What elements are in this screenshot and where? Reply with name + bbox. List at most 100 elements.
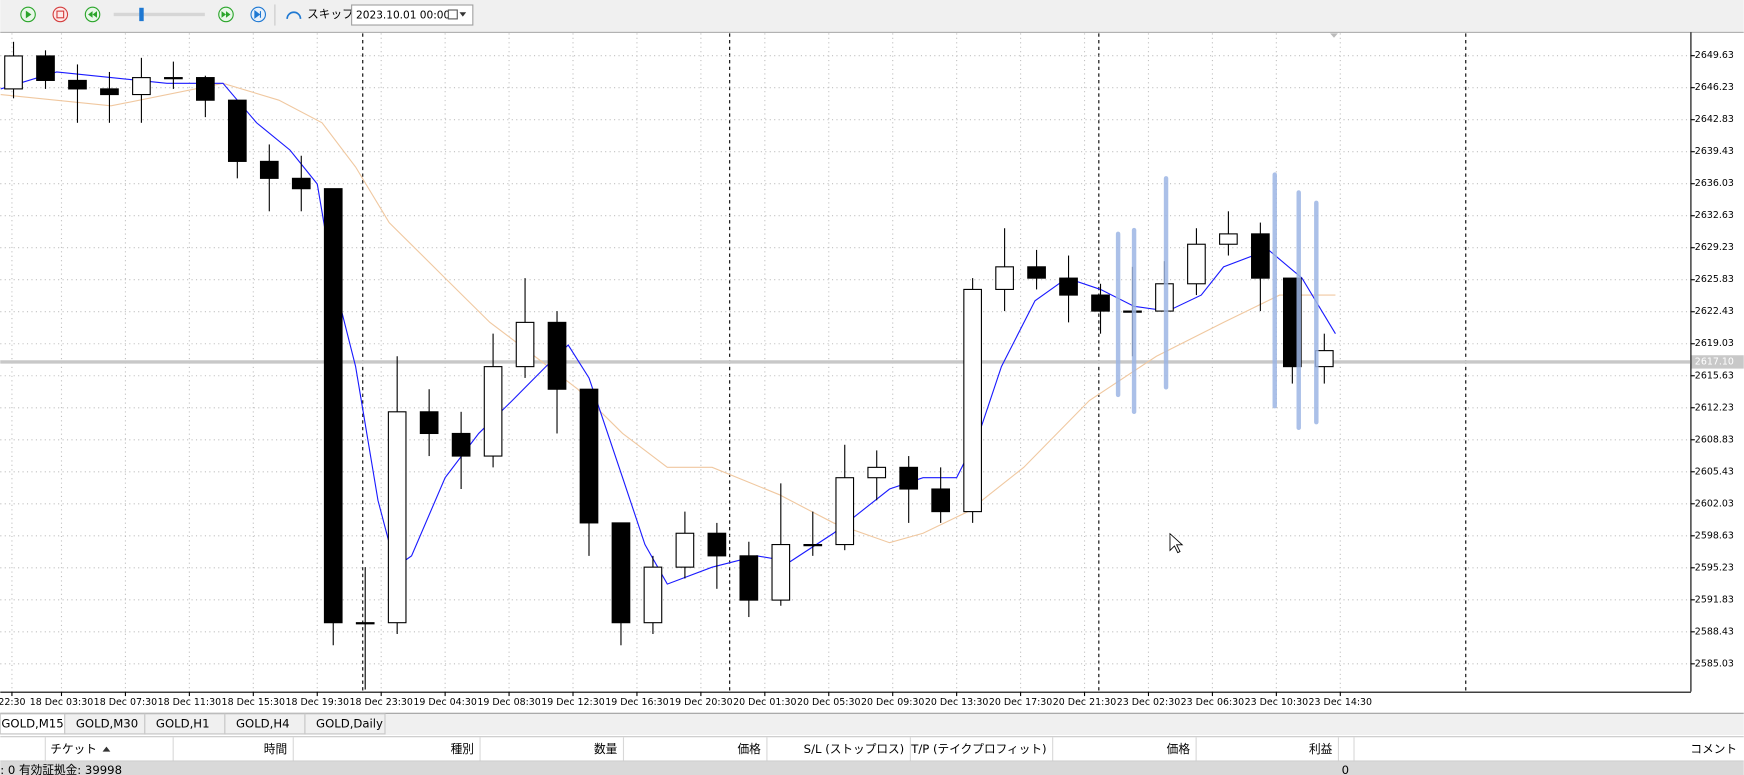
candle-body bbox=[227, 99, 247, 162]
x-tick-label: 23 Dec 06:30 bbox=[1181, 697, 1244, 708]
chart-bg bbox=[0, 31, 1744, 713]
candle-body bbox=[259, 160, 279, 179]
candle-body bbox=[1059, 277, 1078, 296]
candle-body bbox=[132, 77, 151, 96]
mouse-cursor bbox=[1169, 532, 1184, 554]
column-header[interactable]: チケット bbox=[50, 742, 97, 756]
dropdown-arrow bbox=[459, 12, 467, 17]
x-tick-label: 18 Dec 07:30 bbox=[94, 697, 157, 708]
y-tick-label: 2642.83 bbox=[1695, 114, 1734, 125]
y-tick-label: 2636.03 bbox=[1695, 178, 1734, 189]
x-tick-label: 19 Dec 04:30 bbox=[413, 697, 476, 708]
y-tick-label: 2639.43 bbox=[1695, 146, 1734, 157]
chart-tab-label[interactable]: GOLD,H4 bbox=[236, 716, 290, 730]
column-header[interactable]: T/P (テイクプロフィット) bbox=[910, 742, 1046, 756]
candle-body bbox=[1091, 294, 1110, 312]
candle-body bbox=[483, 366, 503, 457]
chart-tab-label[interactable]: GOLD,M30 bbox=[76, 716, 138, 730]
column-header[interactable]: 時間 bbox=[264, 742, 287, 756]
current-price-label: 2617.10 bbox=[1695, 356, 1734, 367]
chart-tab[interactable] bbox=[304, 713, 386, 735]
x-tick-label: 23 Dec 14:30 bbox=[1309, 697, 1372, 708]
candle-body bbox=[4, 55, 23, 90]
y-tick-label: 2632.63 bbox=[1695, 210, 1734, 221]
y-tick-label: 2588.43 bbox=[1695, 626, 1734, 637]
candle-body bbox=[771, 543, 791, 601]
candle-body bbox=[739, 555, 759, 601]
x-tick-label: 19 Dec 08:30 bbox=[477, 697, 540, 708]
y-tick-label: 2619.03 bbox=[1695, 338, 1734, 349]
column-header[interactable]: S/L (ストップロス) bbox=[804, 742, 905, 756]
stop-button[interactable] bbox=[52, 6, 69, 23]
candle-body bbox=[899, 466, 919, 490]
y-tick-label: 2646.23 bbox=[1695, 82, 1734, 93]
x-tick-label: 18 Dec 23:30 bbox=[349, 697, 412, 708]
skip-button[interactable]: スキップ bbox=[307, 7, 354, 21]
calendar-icon[interactable] bbox=[447, 9, 458, 20]
tabs-bg bbox=[0, 712, 1744, 735]
speed-slider-track bbox=[113, 12, 205, 17]
to-end-icon bbox=[254, 10, 262, 19]
x-tick-label: 18 Dec 03:30 bbox=[30, 697, 93, 708]
column-header[interactable]: コメント bbox=[1690, 742, 1737, 756]
sort-arrow bbox=[102, 746, 111, 752]
y-tick-label: 2598.63 bbox=[1695, 530, 1734, 541]
candle-body bbox=[196, 77, 215, 101]
skip-icon bbox=[286, 11, 302, 20]
chart-tab-label[interactable]: GOLD,Daily bbox=[316, 716, 383, 730]
x-tick-label: 19 Dec 16:30 bbox=[605, 697, 668, 708]
candle-body bbox=[36, 55, 55, 81]
y-tick-label: 2612.23 bbox=[1695, 402, 1734, 413]
column-header[interactable]: 価格 bbox=[1167, 742, 1191, 756]
y-tick-label: 2608.83 bbox=[1695, 434, 1734, 445]
candle-body bbox=[835, 477, 855, 546]
y-tick-label: 2649.63 bbox=[1695, 50, 1734, 61]
price-chart: 2649.63 2646.23 2642.83 2639.43 2636.03 2632.… bbox=[0, 31, 1744, 713]
candle-body bbox=[451, 432, 471, 457]
candle-body bbox=[803, 543, 823, 547]
candle-body bbox=[579, 388, 599, 524]
candle-body bbox=[707, 532, 727, 557]
chart-tab-label[interactable]: GOLD,H1 bbox=[156, 716, 210, 730]
x-tick-label: 20 Dec 05:30 bbox=[797, 697, 860, 708]
x-tick-label: 19 Dec 20:30 bbox=[669, 697, 732, 708]
y-tick-label: 2591.83 bbox=[1695, 594, 1734, 605]
chart-tab-label[interactable]: GOLD,M15 bbox=[1, 716, 63, 730]
account-summary: : 0 有効証拠金: 39998 bbox=[0, 763, 122, 775]
candle-body bbox=[387, 411, 407, 624]
y-tick-label: 2615.63 bbox=[1695, 370, 1734, 381]
x-tick-label: 20 Dec 17:30 bbox=[989, 697, 1052, 708]
current-price-tag bbox=[1691, 355, 1744, 369]
x-tick-label: 23 Dec 10:30 bbox=[1245, 697, 1308, 708]
candle-body bbox=[643, 566, 663, 624]
x-tick-label: 20 Dec 21:30 bbox=[1053, 697, 1116, 708]
chart-shift-marker bbox=[1330, 33, 1338, 38]
candle-body bbox=[1187, 243, 1206, 285]
date-input[interactable] bbox=[351, 4, 474, 26]
table-row-bg bbox=[0, 761, 1744, 775]
play-icon bbox=[25, 10, 32, 19]
candle-body bbox=[547, 321, 567, 390]
speed-slider-thumb[interactable] bbox=[139, 7, 144, 22]
trade-table: チケット 時間 種別 数量 価格 S/L (ストップロス) T/P (テイクプロフィット) 価… bbox=[0, 736, 1744, 775]
table-header-bg bbox=[0, 736, 1744, 762]
x-tick-label: 18 Dec 15:30 bbox=[222, 697, 285, 708]
candle-body bbox=[1027, 266, 1046, 279]
candle-body bbox=[323, 188, 343, 624]
candle-body bbox=[611, 522, 631, 624]
moving-average-line bbox=[0, 71, 1336, 585]
moving-average-line bbox=[0, 82, 1336, 544]
x-tick-label: 20 Dec 09:30 bbox=[861, 697, 924, 708]
x-tick-label: 20 Dec 01:30 bbox=[733, 697, 796, 708]
column-header[interactable]: 数量 bbox=[594, 742, 618, 756]
column-header[interactable]: 種別 bbox=[451, 742, 474, 756]
column-header[interactable]: 利益 bbox=[1309, 742, 1333, 756]
candle-body bbox=[1219, 233, 1238, 245]
y-tick-label: 2625.83 bbox=[1695, 274, 1734, 285]
y-tick-label: 2622.43 bbox=[1695, 306, 1734, 317]
x-tick-label: 23 Dec 02:30 bbox=[1117, 697, 1180, 708]
candle-body bbox=[100, 88, 119, 96]
candle-body bbox=[419, 411, 439, 435]
profit-value: 0 bbox=[1342, 763, 1349, 775]
column-header[interactable]: 価格 bbox=[737, 742, 761, 756]
